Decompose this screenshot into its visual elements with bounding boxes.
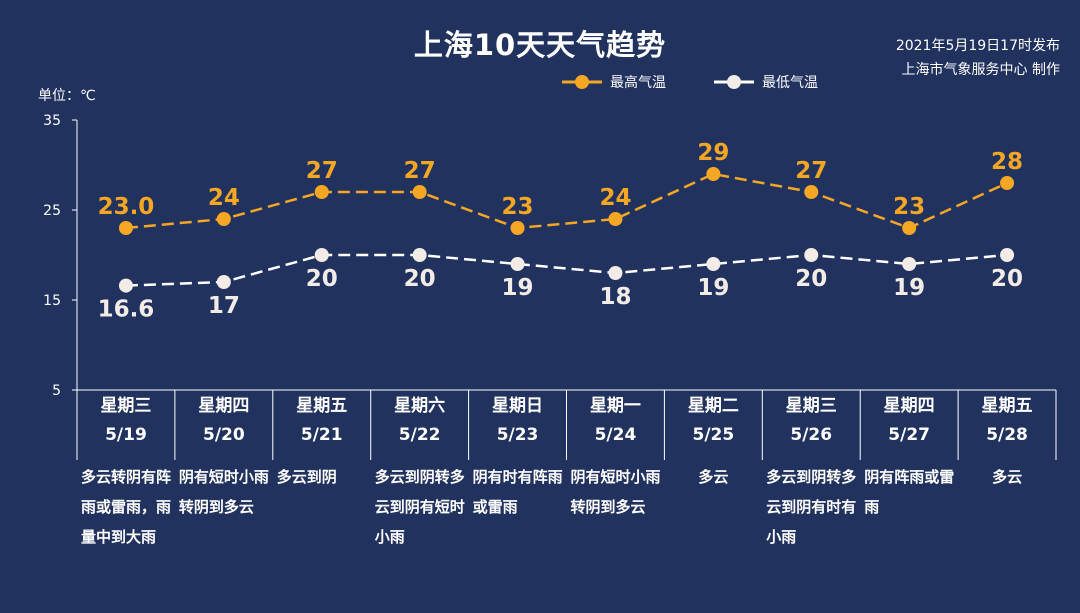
y-tick-label: 25: [43, 203, 61, 219]
data-label-low: 19: [893, 275, 925, 301]
weather-description: 阴有时有阵雨或雷雨: [472, 468, 563, 516]
weather-description: 多云: [992, 468, 1023, 486]
data-point-low: [902, 257, 917, 271]
date-label: 5/25: [692, 425, 735, 445]
data-label-high: 23.0: [98, 194, 155, 220]
date-label: 5/28: [986, 425, 1028, 445]
date-label: 5/22: [398, 425, 441, 445]
date-label: 5/26: [790, 425, 833, 445]
data-point-low: [216, 275, 231, 289]
data-label-low: 18: [599, 284, 631, 310]
data-point-low: [804, 248, 819, 262]
weather-description: 多云到阴转多云到阴有短时小雨: [374, 468, 465, 546]
data-label-low: 20: [795, 266, 827, 292]
series-line-low: [125, 253, 1008, 287]
weekday-label: 星期日: [492, 396, 544, 416]
data-point-high: [608, 212, 623, 226]
y-tick-label: 35: [43, 113, 61, 129]
weather-description: 多云到阴转多云到阴有时有小雨: [766, 468, 857, 546]
weekday-label: 星期五: [296, 396, 348, 416]
data-label-high: 23: [893, 194, 925, 220]
day-header: 星期日 5/23: [469, 392, 567, 450]
data-label-low: 19: [502, 275, 534, 301]
weekday-label: 星期一: [589, 396, 641, 416]
date-label: 5/27: [888, 425, 930, 445]
data-point-low: [412, 248, 427, 262]
data-point-high: [314, 185, 329, 199]
publisher: 上海市气象服务中心 制作: [901, 62, 1060, 78]
data-point-high: [216, 212, 231, 226]
data-label-low: 16.6: [98, 297, 155, 323]
chart-title: 上海10天天气趋势: [413, 28, 667, 62]
data-label-low: 17: [208, 293, 240, 319]
weekday-label: 星期三: [785, 396, 837, 416]
day-header: 星期五 5/28: [958, 392, 1056, 450]
data-label-low: 20: [404, 266, 436, 292]
date-label: 5/20: [202, 425, 245, 445]
series-line-high: [125, 172, 1008, 230]
y-tick-label: 15: [43, 293, 61, 309]
day-header: 星期一 5/24: [567, 392, 665, 450]
data-label-high: 27: [795, 158, 827, 184]
weekday-label: 星期六: [394, 396, 446, 416]
data-point-high: [902, 221, 917, 235]
weather-description: 多云: [698, 468, 729, 486]
data-point-high: [706, 167, 721, 181]
data-label-high: 24: [599, 185, 631, 211]
legend-high-label: 最高气温: [610, 75, 666, 91]
day-header: 星期二 5/25: [664, 392, 762, 450]
data-point-high: [1000, 176, 1015, 190]
day-header: 星期三 5/26: [762, 392, 860, 450]
data-label-high: 27: [306, 158, 338, 184]
day-header: 星期四 5/27: [860, 392, 958, 450]
data-point-low: [1000, 248, 1015, 262]
day-header: 星期四 5/20: [175, 392, 273, 450]
data-label-high: 24: [208, 185, 240, 211]
weather-description: 阴有短时小雨转阴到多云: [570, 468, 661, 516]
data-point-low: [510, 257, 525, 271]
day-header: 星期三 5/19: [77, 392, 175, 450]
data-label-low: 20: [306, 266, 338, 292]
legend-low-marker-icon: [714, 75, 754, 89]
weekday-label: 星期五: [981, 396, 1033, 416]
weather-description: 阴有阵雨或雷雨: [864, 468, 955, 516]
data-label-high: 28: [991, 149, 1023, 175]
weather-description: 多云转阴有阵雨或雷雨，雨量中到大雨: [81, 468, 172, 546]
weather-description: 阴有短时小雨转阴到多云: [178, 468, 269, 516]
unit-label: 单位：℃: [38, 88, 96, 104]
date-label: 5/19: [105, 425, 147, 445]
data-point-low: [706, 257, 721, 271]
weekday-label: 星期四: [883, 396, 935, 416]
weather-description: 多云到阴: [276, 468, 337, 486]
data-label-low: 20: [991, 266, 1023, 292]
data-point-low: [118, 278, 133, 293]
y-tick-label: 5: [52, 383, 61, 399]
data-label-low: 19: [697, 275, 729, 301]
day-header: 星期六 5/22: [371, 392, 469, 450]
data-label-high: 29: [697, 140, 729, 166]
data-point-low: [314, 248, 329, 262]
data-point-low: [608, 266, 623, 280]
weekday-label: 星期四: [198, 396, 250, 416]
weekday-label: 星期二: [687, 396, 739, 416]
data-point-high: [804, 185, 819, 199]
data-label-high: 27: [404, 158, 436, 184]
day-header: 星期五 5/21: [273, 392, 371, 450]
date-label: 5/24: [594, 425, 637, 445]
data-point-high: [510, 221, 525, 235]
legend-low-label: 最低气温: [762, 75, 818, 91]
weekday-label: 星期三: [100, 396, 152, 416]
data-point-high: [412, 185, 427, 199]
data-point-high: [118, 221, 133, 235]
date-label: 5/23: [496, 425, 539, 445]
publish-date: 2021年5月19日17时发布: [895, 38, 1060, 54]
legend-high-marker-icon: [562, 75, 602, 89]
data-label-high: 23: [502, 194, 534, 220]
date-label: 5/21: [300, 425, 343, 445]
